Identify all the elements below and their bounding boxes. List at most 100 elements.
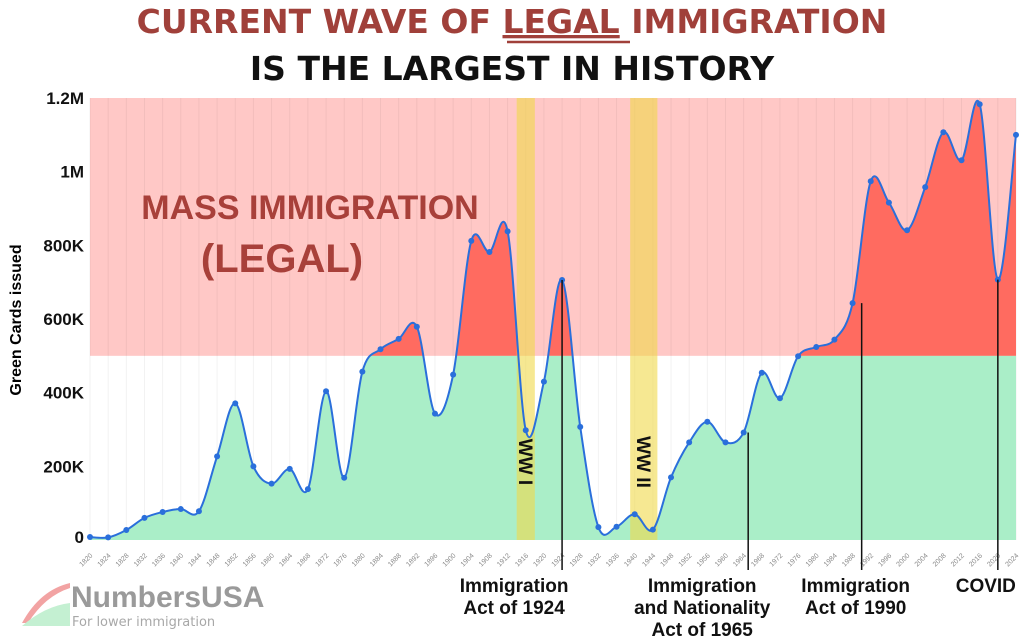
x-tick-label: 1972 [768,552,784,568]
x-tick-label: 1900 [442,552,458,568]
x-tick-label: 1868 [296,552,312,568]
x-tick-label: 1924 [551,552,567,568]
annotation-label: COVID [956,576,1016,597]
data-point [105,534,112,541]
x-tick-label: 1980 [805,552,821,568]
data-point [904,227,911,234]
data-point [522,427,529,434]
zone-label-line-1: MASS IMMIGRATION [141,189,478,227]
x-tick-label: 1864 [278,552,294,568]
x-tick-label: 2020 [986,552,1002,568]
data-point [377,346,384,353]
x-tick-label: 2024 [1004,552,1020,568]
data-point [831,336,838,343]
x-tick-label: 1916 [514,552,530,568]
data-point [359,368,366,375]
data-point [431,410,438,417]
data-point [813,343,820,350]
x-tick-label: 2008 [932,552,948,568]
x-tick-label: 1960 [714,552,730,568]
y-axis-label: Green Cards issued [8,244,25,395]
data-point [649,526,656,533]
data-point [631,511,638,518]
x-tick-label: 1880 [351,552,367,568]
x-tick-label: 1976 [787,552,803,568]
data-point [595,524,602,531]
x-tick-label: 1860 [260,552,276,568]
data-point [123,527,130,534]
y-tick-label: 400K [43,384,84,403]
x-tick-label: 1820 [78,552,94,568]
data-point [504,228,511,235]
data-point [740,429,747,436]
x-tick-label: 2000 [896,552,912,568]
y-tick-label: 1.2M [46,89,84,108]
data-point [413,323,420,330]
x-tick-label: 1840 [169,552,185,568]
x-tick-label: 1828 [115,552,131,568]
area-below-threshold [90,355,1016,540]
data-point [668,474,675,481]
x-tick-label: 1852 [224,552,240,568]
data-point [758,369,765,376]
data-point [268,480,275,487]
data-point [195,508,202,515]
x-tick-label: 1920 [532,552,548,568]
x-tick-label: 2012 [950,552,966,568]
x-tick-label: 2016 [968,552,984,568]
y-tick-label: 1M [60,163,84,182]
data-point [323,388,330,395]
data-point [468,237,475,244]
data-point [250,463,257,470]
x-tick-label: 1872 [314,552,330,568]
x-tick-label: 1824 [97,552,113,568]
x-tick-label: 1968 [750,552,766,568]
title-line-1: CURRENT WAVE OF LEGAL IMMIGRATION [137,2,888,41]
data-point [686,439,693,446]
data-point [177,506,184,513]
x-tick-label: 2004 [914,552,930,568]
x-tick-label: 1932 [587,552,603,568]
annotation-label: Immigration [648,576,757,597]
data-point [1013,131,1019,138]
data-point [577,423,584,430]
x-tick-label: 1832 [133,552,149,568]
data-point [159,509,166,516]
data-point [141,514,148,521]
logo-name: NumbersUSA [71,581,264,614]
annotation-label: Immigration [460,576,569,597]
data-point [214,453,221,460]
x-tick-label: 1984 [823,552,839,568]
war-band-label: WW II [632,436,653,488]
data-point [450,371,457,378]
data-point [722,439,729,446]
data-point [704,418,711,425]
data-point [304,486,311,493]
logo-swoosh-green [22,603,70,626]
y-tick-label: 200K [43,457,84,476]
annotation-label: and Nationality [634,598,771,619]
war-band-label: WW I [514,439,535,485]
y-tick-label: 600K [43,310,84,329]
x-tick-label: 1936 [605,552,621,568]
x-tick-label: 1928 [569,552,585,568]
annotation-label: Act of 1990 [805,598,906,619]
x-tick-label: 1888 [387,552,403,568]
war-band [630,98,658,540]
data-point [867,178,874,185]
x-tick-label: 1952 [678,552,694,568]
x-tick-label: 1856 [242,552,258,568]
x-tick-label: 1956 [696,552,712,568]
x-tick-label: 1876 [333,552,349,568]
x-tick-label: 1996 [877,552,893,568]
annotation-label: Act of 1965 [651,620,753,641]
logo-swoosh-red [22,583,70,623]
data-point [395,335,402,342]
logo: NumbersUSA For lower immigration [22,581,264,630]
data-point [885,199,892,206]
x-tick-label: 1904 [460,552,476,568]
data-point [540,378,547,385]
data-point [232,400,239,407]
annotation-label: Act of 1924 [463,598,565,619]
